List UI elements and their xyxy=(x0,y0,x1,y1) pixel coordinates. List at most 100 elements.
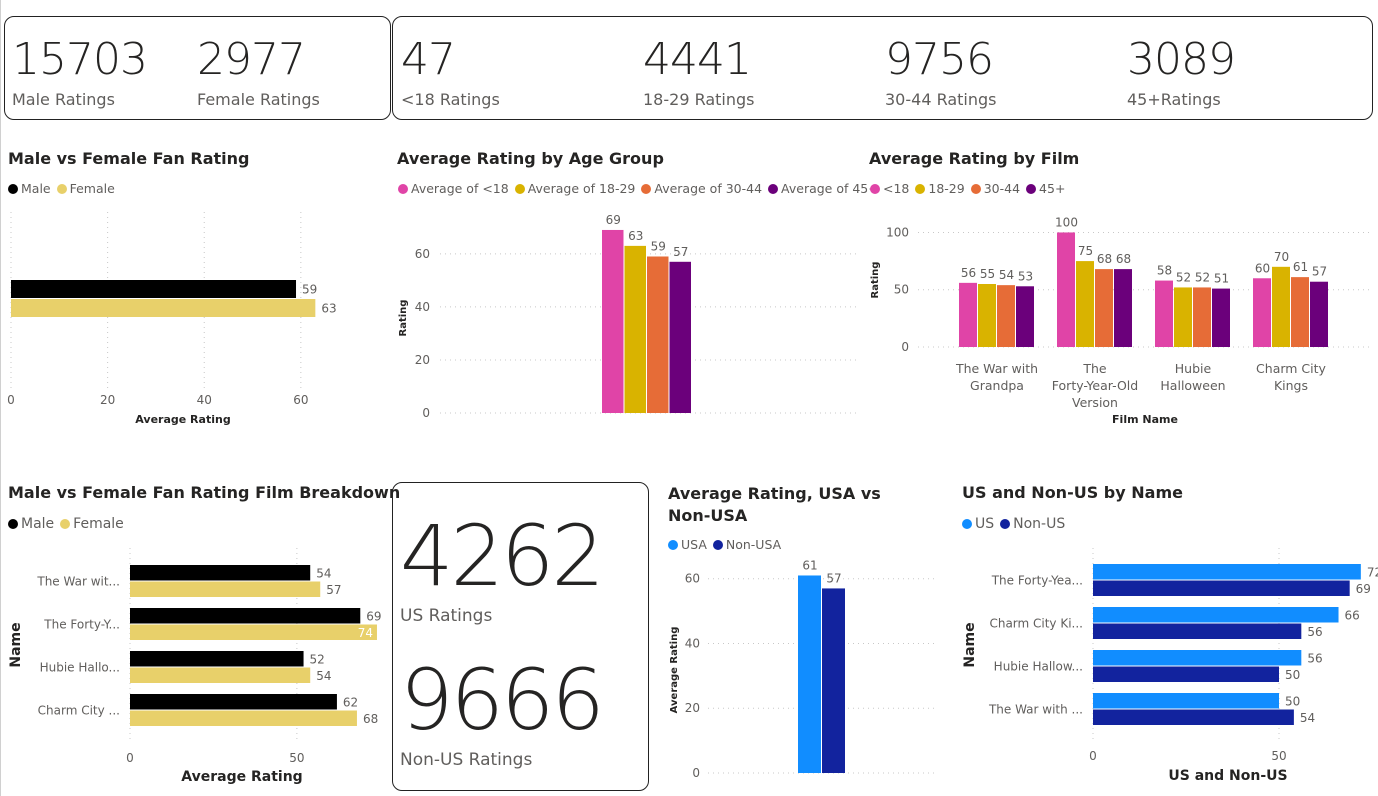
legend-item-non-usa[interactable]: Non-USA xyxy=(712,537,781,552)
film-data-label: 68 xyxy=(1116,252,1131,266)
usname-bar-non-us xyxy=(1093,709,1294,725)
legend-item-avg-45plus[interactable]: Average of 45+ xyxy=(768,181,879,196)
legend-item-usa[interactable]: USA xyxy=(668,537,707,552)
film-data-label: 61 xyxy=(1293,260,1308,274)
film-data-label: 55 xyxy=(980,267,995,281)
age-y-tick-label: 60 xyxy=(415,247,430,261)
gender-chart-title: Male vs Female Fan Rating xyxy=(8,149,250,168)
usa-bar-non-usa xyxy=(822,588,845,773)
film-data-label: 75 xyxy=(1078,244,1093,258)
legend-label-female: Female xyxy=(69,181,115,196)
legend-dot-female xyxy=(60,519,71,529)
age-chart-title: Average Rating by Age Group xyxy=(397,149,664,168)
age-data-label: 63 xyxy=(628,229,643,243)
film-data-label: 56 xyxy=(961,266,976,280)
genderfilm-bar-female xyxy=(130,581,321,597)
legend-item-male[interactable]: Male xyxy=(8,516,54,532)
non-us-ratings-kpi: 9666 Non-US Ratings xyxy=(400,651,605,770)
legend-dot-male xyxy=(8,183,18,194)
usname-x-tick-label: 50 xyxy=(1271,749,1286,763)
page-left-border xyxy=(0,0,1,796)
gender-x-tick-label: 20 xyxy=(100,393,115,407)
legend-label-avg-45plus: Average of 45+ xyxy=(781,181,879,196)
age-y-tick-label: 0 xyxy=(422,406,430,420)
legend-dot-18-29 xyxy=(915,183,926,194)
age45plus-ratings-value: 3089 xyxy=(1127,34,1236,85)
usa-data-label: 61 xyxy=(802,558,817,572)
female-ratings-label: Female Ratings xyxy=(197,90,320,109)
film-y-tick-label: 50 xyxy=(894,283,909,297)
film-category-label: Forty-Year-Old xyxy=(1052,378,1138,393)
film-chart-title: Average Rating by Film xyxy=(869,149,1080,168)
legend-dot-45plus xyxy=(768,183,779,194)
gender-kpi-card xyxy=(4,16,391,120)
usname-category-label: The War with ... xyxy=(988,703,1083,717)
usname-category-label: The Forty-Yea... xyxy=(991,574,1083,588)
legend-dot-30-44 xyxy=(641,183,652,194)
film-category-label: Version xyxy=(1072,395,1118,410)
genderfilm-bar-female xyxy=(130,710,357,726)
usname-data-label: 56 xyxy=(1307,651,1322,665)
film-data-label: 51 xyxy=(1214,272,1229,286)
genderfilm-data-label: 54 xyxy=(316,566,331,580)
us-ratings-label: US Ratings xyxy=(400,606,493,626)
film-y-tick-label: 100 xyxy=(886,225,909,239)
genderfilm-data-label: 52 xyxy=(310,652,325,666)
film-y-axis-label: Rating xyxy=(870,262,881,299)
genderfilm-data-label: 54 xyxy=(316,669,331,683)
legend-item-avg-18-29[interactable]: Average of 18-29 xyxy=(514,181,635,196)
legend-item-female[interactable]: Female xyxy=(60,516,124,532)
legend-item-45plus[interactable]: 45+ xyxy=(1026,181,1065,196)
age-chart-legend: Average of <18 Average of 18-29 Average … xyxy=(398,181,885,196)
age18-29-ratings-value: 4441 xyxy=(643,34,752,85)
usname-bar-us xyxy=(1093,564,1361,580)
age-bar-average-of-30-44 xyxy=(647,256,669,413)
usname-data-label: 50 xyxy=(1285,668,1300,682)
usname-y-axis-label: Name xyxy=(962,622,978,667)
legend-dot-under18 xyxy=(870,183,880,194)
legend-dot-female xyxy=(56,183,67,194)
usname-bar-us xyxy=(1093,607,1339,623)
legend-item-us[interactable]: US xyxy=(962,516,994,532)
film-y-tick-label: 0 xyxy=(901,340,909,354)
film-category-label: The War with xyxy=(955,361,1038,376)
film-bar-30-44 xyxy=(1095,269,1113,347)
legend-item-male[interactable]: Male xyxy=(8,181,51,196)
age45plus-ratings-kpi: 3089 45+Ratings xyxy=(1127,34,1236,110)
genderfilm-bar-female xyxy=(130,667,311,683)
usname-category-label: Charm City Ki... xyxy=(989,617,1083,631)
non-us-ratings-value: 9666 xyxy=(400,651,605,749)
usname-data-label: 66 xyxy=(1345,608,1360,622)
usname-chart-title: US and Non-US by Name xyxy=(962,483,1183,502)
age-y-tick-label: 20 xyxy=(415,353,430,367)
age-y-tick-label: 40 xyxy=(415,300,430,314)
usa-chart-title: Average Rating, USA vs Non-USA xyxy=(668,483,881,527)
film-category-label: The xyxy=(1082,361,1107,376)
usname-bar-us xyxy=(1093,650,1302,666)
gender-x-axis-label: Average Rating xyxy=(135,413,230,426)
film-data-label: 54 xyxy=(999,268,1014,282)
legend-item-under18[interactable]: <18 xyxy=(870,181,909,196)
film-bar-30-44 xyxy=(1291,277,1309,347)
age-y-axis-label: Rating xyxy=(398,300,409,337)
legend-item-30-44[interactable]: 30-44 xyxy=(970,181,1020,196)
legend-item-18-29[interactable]: 18-29 xyxy=(915,181,965,196)
us-ratings-kpi: 4262 US Ratings xyxy=(400,514,605,626)
legend-dot-usa xyxy=(668,539,678,550)
legend-label-female: Female xyxy=(73,516,124,532)
genderfilm-category-label: The War wit... xyxy=(36,575,120,589)
usname-chart-legend: US Non-US xyxy=(962,516,1071,532)
genderfilm-chart-legend: Male Female xyxy=(8,516,130,532)
usname-data-label: 56 xyxy=(1307,625,1322,639)
age30-44-ratings-kpi: 9756 30-44 Ratings xyxy=(885,38,997,110)
film-bar-18-29 xyxy=(978,284,996,347)
usname-bar-non-us xyxy=(1093,580,1350,596)
legend-item-non-us[interactable]: Non-US xyxy=(1000,516,1065,532)
genderfilm-category-label: Hubie Hallo... xyxy=(40,661,120,675)
legend-item-female[interactable]: Female xyxy=(56,181,115,196)
legend-item-avg-30-44[interactable]: Average of 30-44 xyxy=(641,181,762,196)
film-bar-30-44 xyxy=(1193,287,1211,347)
usa-chart-title-line2: Non-USA xyxy=(668,506,748,525)
legend-item-avg-under18[interactable]: Average of <18 xyxy=(398,181,509,196)
male-ratings-label: Male Ratings xyxy=(12,90,115,109)
